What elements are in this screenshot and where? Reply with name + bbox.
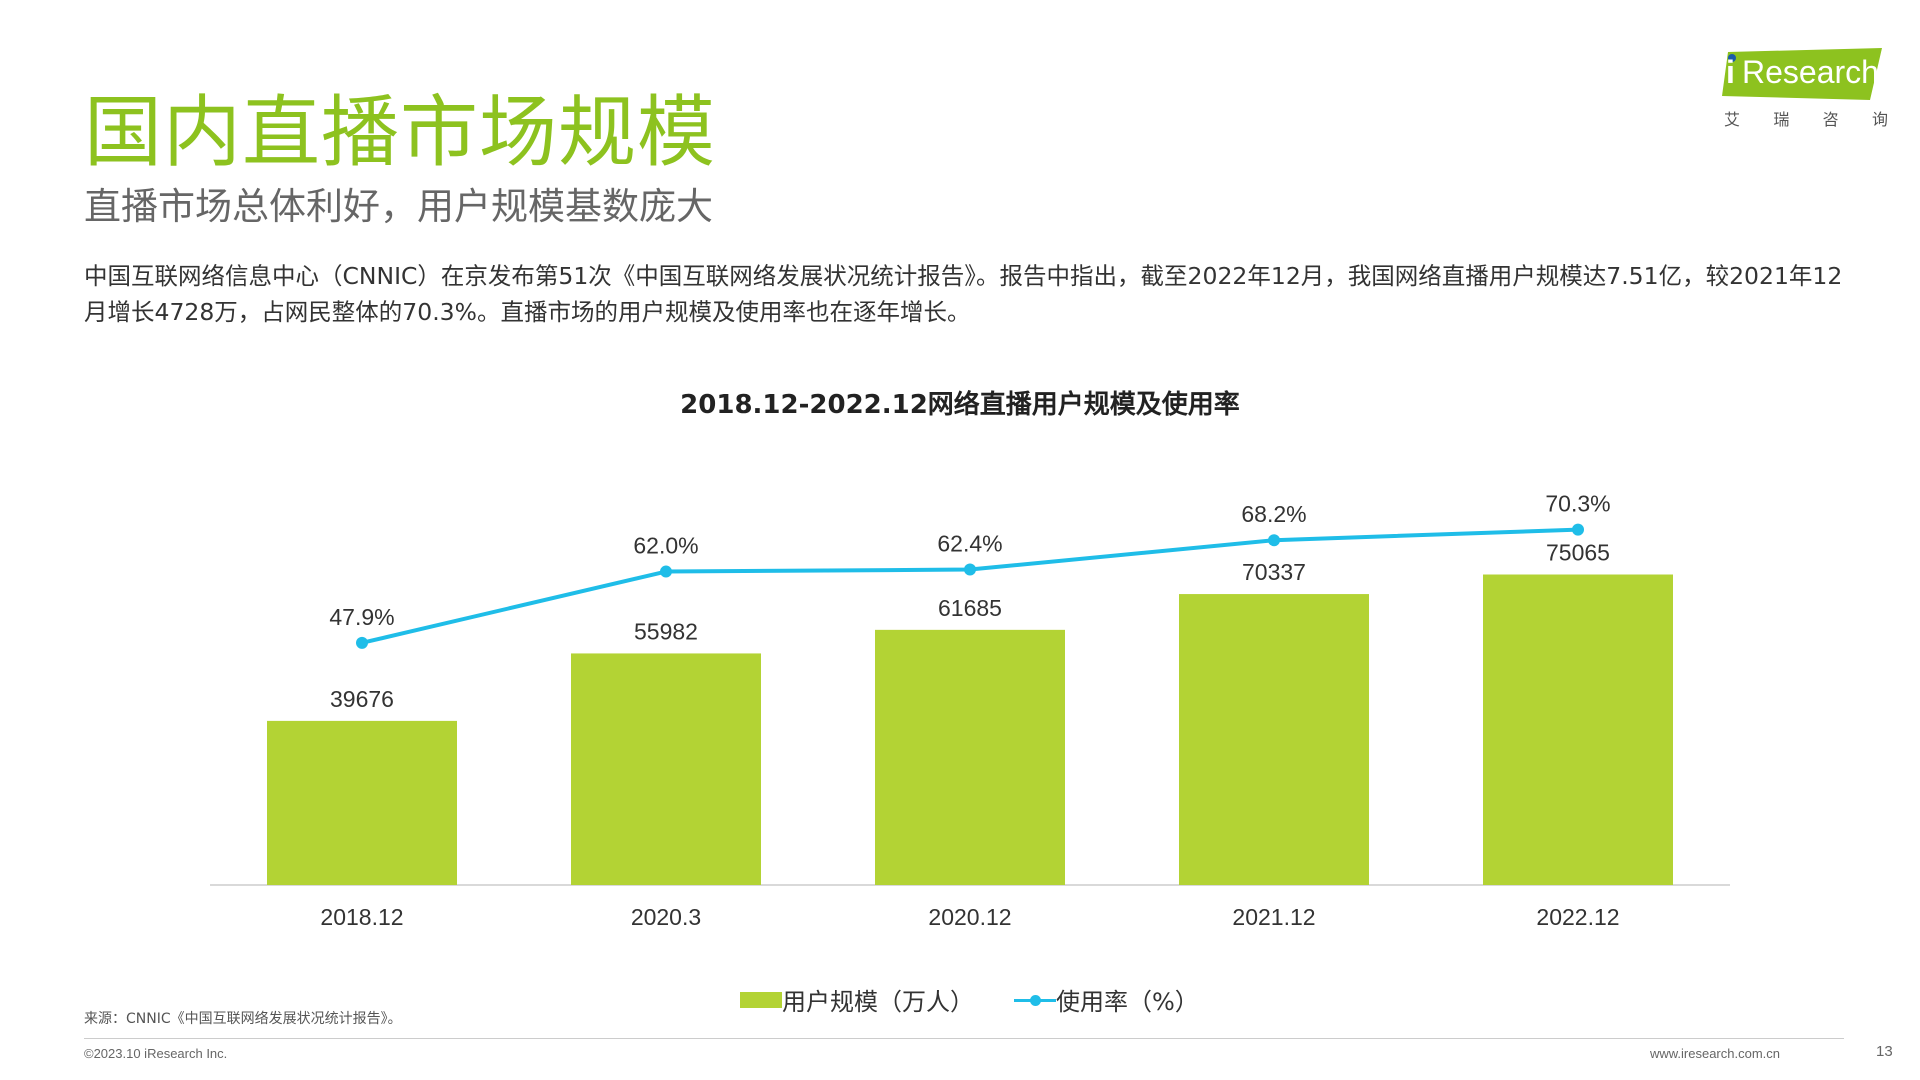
rate-value-label: 62.4% — [937, 531, 1002, 557]
website-text: www.iresearch.com.cn — [1649, 1046, 1780, 1061]
page-subtitle: 直播市场总体利好，用户规模基数庞大 — [84, 185, 713, 228]
rate-point — [660, 565, 672, 578]
x-tick-label: 2022.12 — [1536, 904, 1619, 930]
bar — [1179, 594, 1369, 885]
iresearch-logo: i Research 艾 瑞 咨 询 — [1722, 48, 1888, 130]
chart-title: 2018.12-2022.12网络直播用户规模及使用率 — [680, 390, 1240, 420]
rate-value-label: 62.0% — [633, 533, 698, 559]
x-tick-label: 2020.3 — [631, 904, 701, 930]
logo-brand-text: Research — [1742, 54, 1879, 90]
bar — [571, 653, 761, 885]
page-title: 国内直播市场规模 — [84, 88, 717, 178]
logo-chinese-name: 艾 瑞 咨 询 — [1724, 106, 1888, 130]
rate-point — [356, 636, 368, 649]
rate-value-label: 68.2% — [1241, 501, 1306, 527]
legend-swatch-line — [1014, 992, 1056, 1008]
bar-value-label: 61685 — [938, 595, 1002, 621]
x-tick-label: 2021.12 — [1232, 904, 1315, 930]
body-paragraph: 中国互联网络信息中心（CNNIC）在京发布第51次《中国互联网络发展状况统计报告… — [84, 262, 1843, 326]
bar — [1483, 574, 1673, 885]
legend-item-rate: 使用率（%） — [1014, 982, 1199, 1017]
bar — [875, 629, 1065, 885]
rate-point — [1268, 534, 1280, 547]
x-tick-label: 2018.12 — [320, 904, 403, 930]
logo-char: 瑞 — [1773, 110, 1790, 129]
legend-label-rate: 使用率（%） — [1056, 988, 1199, 1016]
rate-point — [964, 563, 976, 576]
bar-value-label: 55982 — [634, 618, 698, 644]
rate-point — [1572, 523, 1584, 536]
rate-value-label: 70.3% — [1545, 491, 1610, 517]
footer-divider — [84, 1038, 1844, 1039]
rate-value-label: 47.9% — [329, 604, 394, 630]
logo-char: 艾 — [1724, 110, 1741, 129]
copyright-text: ©2023.10 iResearch Inc. — [84, 1046, 228, 1061]
bar-value-label: 75065 — [1546, 540, 1610, 566]
bar-line-chart: 39676 2018.12 55982 2020.3 61685 2020.12 70337… — [210, 491, 1730, 930]
legend-item-users: 用户规模（万人） — [740, 982, 974, 1017]
bar-value-label: 70337 — [1242, 559, 1306, 585]
x-tick-label: 2020.12 — [928, 904, 1011, 930]
logo-char: 咨 — [1822, 110, 1839, 129]
bar — [267, 720, 457, 885]
logo-badge-shape — [1722, 48, 1882, 100]
source-note: 来源：CNNIC《中国互联网络发展状况统计报告》。 — [84, 1011, 402, 1027]
logo-letter-i: i — [1726, 54, 1735, 90]
legend-label-users: 用户规模（万人） — [782, 988, 974, 1016]
bar-value-label: 39676 — [330, 686, 394, 712]
page-number: 13 — [1876, 1043, 1893, 1060]
legend-swatch-bar — [740, 991, 782, 1008]
logo-char: 询 — [1871, 110, 1888, 129]
chart-legend: 用户规模（万人） 使用率（%） — [740, 982, 1239, 1017]
